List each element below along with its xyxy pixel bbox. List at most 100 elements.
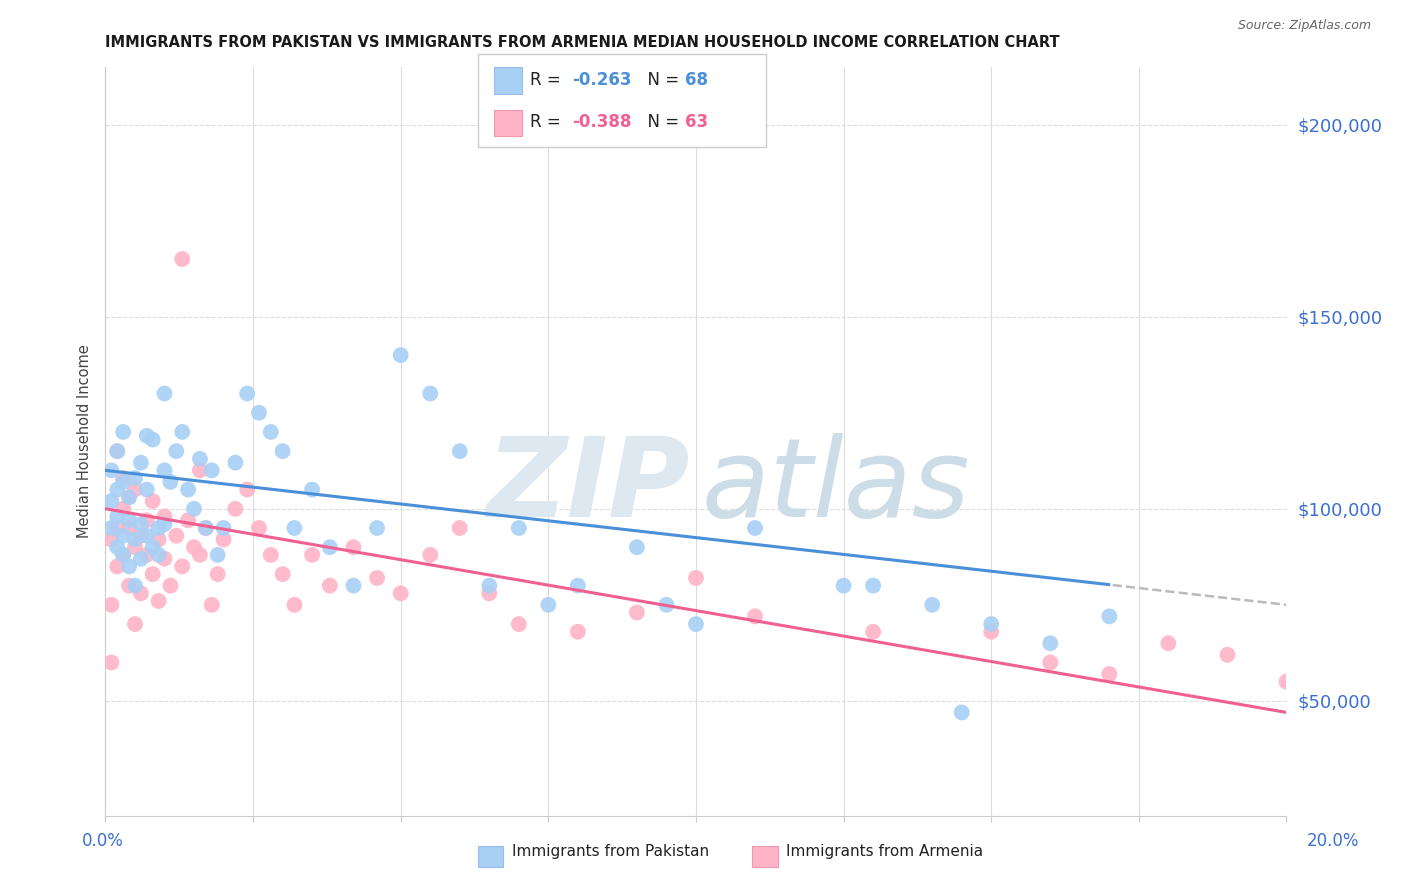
Point [148, 594, 170, 608]
Point [247, 521, 270, 535]
Point [201, 463, 224, 477]
Point [124, 533, 146, 547]
Point [129, 456, 152, 470]
Point [832, 579, 855, 593]
Y-axis label: Median Household Income: Median Household Income [76, 344, 91, 539]
Point [478, 586, 501, 600]
Point [135, 529, 157, 543]
Point [105, 444, 128, 458]
Point [112, 548, 135, 562]
Text: 0.0%: 0.0% [82, 831, 124, 849]
Point [188, 451, 211, 466]
Point [319, 540, 342, 554]
Point [112, 548, 135, 562]
Point [148, 548, 170, 562]
Point [1275, 674, 1298, 689]
Point [283, 521, 305, 535]
Point [201, 598, 224, 612]
Text: -0.263: -0.263 [572, 71, 631, 89]
Text: IMMIGRANTS FROM PAKISTAN VS IMMIGRANTS FROM ARMENIA MEDIAN HOUSEHOLD INCOME CORR: IMMIGRANTS FROM PAKISTAN VS IMMIGRANTS F… [105, 36, 1060, 51]
Point [105, 559, 128, 574]
Point [862, 579, 884, 593]
Point [112, 425, 135, 439]
Point [1098, 609, 1121, 624]
Point [508, 521, 530, 535]
Point [319, 579, 342, 593]
Point [129, 529, 152, 543]
Point [153, 517, 176, 532]
Point [188, 463, 211, 477]
Point [271, 444, 294, 458]
Text: 63: 63 [685, 113, 707, 131]
Point [224, 456, 246, 470]
Point [389, 586, 412, 600]
Point [118, 490, 141, 504]
Point [342, 579, 364, 593]
Point [118, 513, 141, 527]
Point [153, 463, 176, 477]
Point [194, 521, 217, 535]
Point [950, 706, 973, 720]
Point [129, 551, 152, 566]
Point [271, 567, 294, 582]
Point [153, 386, 176, 401]
Point [105, 444, 128, 458]
Text: R =: R = [530, 113, 567, 131]
Point [124, 617, 146, 632]
Point [744, 521, 766, 535]
Point [419, 386, 441, 401]
Point [135, 429, 157, 443]
Point [449, 521, 471, 535]
Point [142, 567, 165, 582]
Point [508, 617, 530, 632]
Point [655, 598, 678, 612]
Point [177, 483, 200, 497]
Text: Immigrants from Armenia: Immigrants from Armenia [786, 845, 983, 859]
Point [135, 513, 157, 527]
Point [135, 548, 157, 562]
Point [159, 475, 181, 489]
Point [118, 579, 141, 593]
Text: R =: R = [530, 71, 567, 89]
Point [142, 433, 165, 447]
Text: N =: N = [637, 113, 685, 131]
Point [921, 598, 943, 612]
Point [129, 517, 152, 532]
Point [980, 624, 1002, 639]
Point [183, 501, 205, 516]
Point [100, 598, 122, 612]
Point [1098, 667, 1121, 681]
Text: ZIP: ZIP [486, 433, 690, 540]
Point [626, 606, 648, 620]
Text: atlas: atlas [702, 433, 970, 540]
Point [118, 521, 141, 535]
Point [129, 586, 152, 600]
Point [247, 406, 270, 420]
Point [626, 540, 648, 554]
Point [685, 617, 707, 632]
Point [419, 548, 441, 562]
Point [142, 540, 165, 554]
Point [112, 501, 135, 516]
Point [685, 571, 707, 585]
Point [100, 463, 122, 477]
Point [118, 490, 141, 504]
Text: 68: 68 [685, 71, 707, 89]
Point [183, 540, 205, 554]
Point [301, 548, 323, 562]
Point [744, 609, 766, 624]
Point [1157, 636, 1180, 650]
Point [449, 444, 471, 458]
Point [236, 483, 259, 497]
Point [112, 475, 135, 489]
Point [148, 521, 170, 535]
Point [172, 425, 194, 439]
Point [342, 540, 364, 554]
Point [366, 521, 388, 535]
Point [260, 548, 283, 562]
Point [172, 252, 194, 266]
Point [124, 483, 146, 497]
Point [260, 425, 283, 439]
Point [1039, 636, 1062, 650]
Point [478, 579, 501, 593]
